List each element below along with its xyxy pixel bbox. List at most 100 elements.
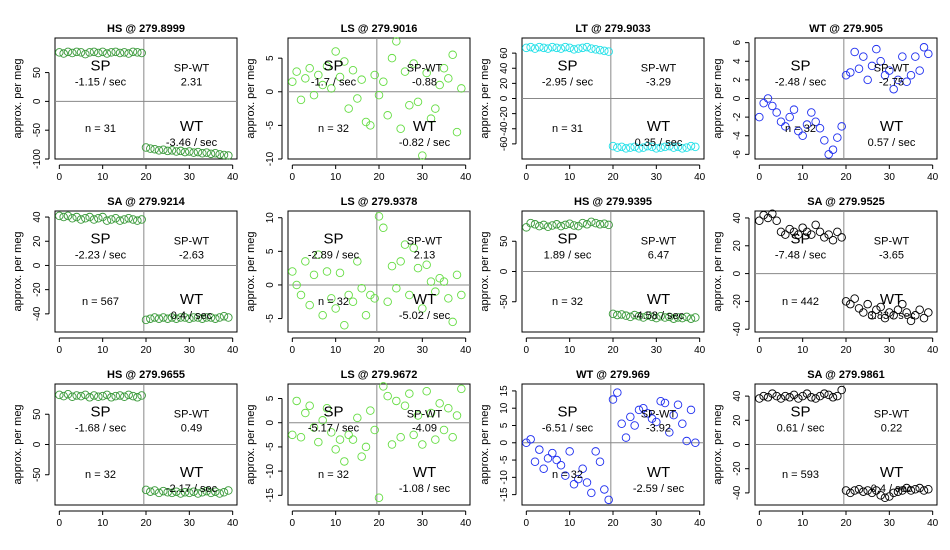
plot-frame — [54, 37, 238, 160]
data-point — [133, 48, 142, 57]
data-point — [781, 122, 790, 131]
data-point — [353, 413, 362, 423]
x-tick-label: 20 — [140, 172, 152, 183]
data-point — [924, 49, 933, 59]
data-point — [159, 313, 168, 322]
data-point — [288, 430, 297, 440]
data-point — [81, 390, 90, 400]
data-point — [89, 215, 99, 224]
data-point — [296, 95, 306, 105]
y-tick-label: 40 — [732, 390, 743, 402]
data-point — [172, 487, 181, 496]
data-point — [154, 314, 164, 323]
data-point — [180, 313, 190, 322]
data-point — [634, 405, 644, 415]
data-point — [370, 425, 379, 435]
data-point — [383, 297, 392, 307]
data-point — [582, 42, 592, 52]
data-point — [604, 47, 613, 56]
data-point — [798, 391, 807, 401]
data-point — [617, 142, 626, 152]
data-point — [630, 421, 639, 430]
plot-frame — [54, 210, 238, 333]
data-point — [565, 447, 574, 456]
panel-title: LS @ 279.9378 — [341, 196, 418, 208]
data-point — [154, 146, 164, 155]
data-point — [889, 84, 898, 94]
data-point — [172, 314, 181, 323]
data-point — [85, 393, 94, 402]
data-point — [219, 488, 229, 497]
y-tick-label: -5 — [265, 314, 276, 323]
data-point — [111, 214, 120, 223]
sp-rate: -1.15 / sec — [75, 76, 127, 88]
data-point — [124, 49, 133, 58]
data-point — [413, 97, 423, 107]
data-point — [322, 267, 332, 276]
x-tick-label: 10 — [797, 518, 809, 529]
y-tick-label: 0 — [499, 95, 510, 101]
x-tick-label: 40 — [227, 172, 239, 183]
y-tick-label: 0 — [499, 268, 510, 274]
wt-rate: 0.57 / sec — [868, 137, 916, 149]
x-tick-label: 0 — [290, 345, 296, 356]
data-point — [919, 313, 929, 323]
data-point — [802, 227, 812, 237]
data-point — [85, 48, 94, 57]
data-point — [543, 222, 553, 231]
data-point — [435, 80, 444, 90]
x-tick-label: 20 — [373, 345, 385, 356]
data-point — [556, 44, 566, 53]
data-point — [772, 391, 781, 401]
data-point — [366, 121, 375, 130]
diff-label: SP-WT — [641, 235, 677, 247]
data-point — [591, 447, 600, 456]
data-point — [405, 389, 414, 398]
sp-rate: -2.89 / sec — [308, 249, 360, 261]
data-point — [569, 480, 579, 489]
data-point — [828, 393, 838, 402]
data-point — [652, 144, 661, 153]
data-point — [647, 142, 657, 152]
diff-value: -3.92 — [646, 422, 671, 434]
data-point — [202, 486, 211, 496]
y-tick-label: -40 — [732, 322, 743, 337]
data-point — [678, 144, 687, 153]
y-tick-label: -40 — [32, 306, 43, 321]
x-tick-label: 40 — [927, 172, 939, 183]
data-point — [643, 409, 652, 418]
data-point — [76, 215, 86, 224]
y-tick-label: 0 — [265, 282, 276, 288]
x-tick-label: 0 — [757, 345, 763, 356]
data-point — [548, 448, 557, 458]
data-point — [535, 42, 544, 52]
data-point — [59, 212, 68, 222]
data-point — [426, 114, 436, 123]
data-point — [660, 142, 670, 152]
panel-title: SA @ 279.9214 — [107, 196, 185, 208]
data-point — [163, 488, 172, 497]
data-point — [448, 50, 457, 60]
data-point — [673, 313, 683, 322]
data-point — [582, 478, 592, 487]
y-tick-label: 20 — [732, 414, 743, 426]
sp-rate: -2.48 / sec — [775, 76, 827, 88]
data-point — [686, 405, 696, 415]
data-point — [876, 302, 885, 312]
diff-label: SP-WT — [174, 408, 210, 420]
data-point — [431, 287, 440, 296]
data-point — [180, 147, 190, 157]
y-tick-label: 0 — [265, 420, 276, 426]
data-point — [439, 63, 449, 73]
data-point — [656, 397, 665, 406]
wt-label: WT — [647, 464, 670, 481]
data-point — [327, 84, 336, 93]
panel-title: LS @ 279.9672 — [341, 369, 418, 381]
diff-label: SP-WT — [174, 235, 210, 247]
data-point — [288, 267, 297, 276]
data-point — [426, 277, 436, 286]
x-tick-label: 20 — [607, 345, 619, 356]
data-point — [180, 488, 190, 497]
data-point — [98, 47, 107, 57]
data-point — [543, 44, 553, 53]
